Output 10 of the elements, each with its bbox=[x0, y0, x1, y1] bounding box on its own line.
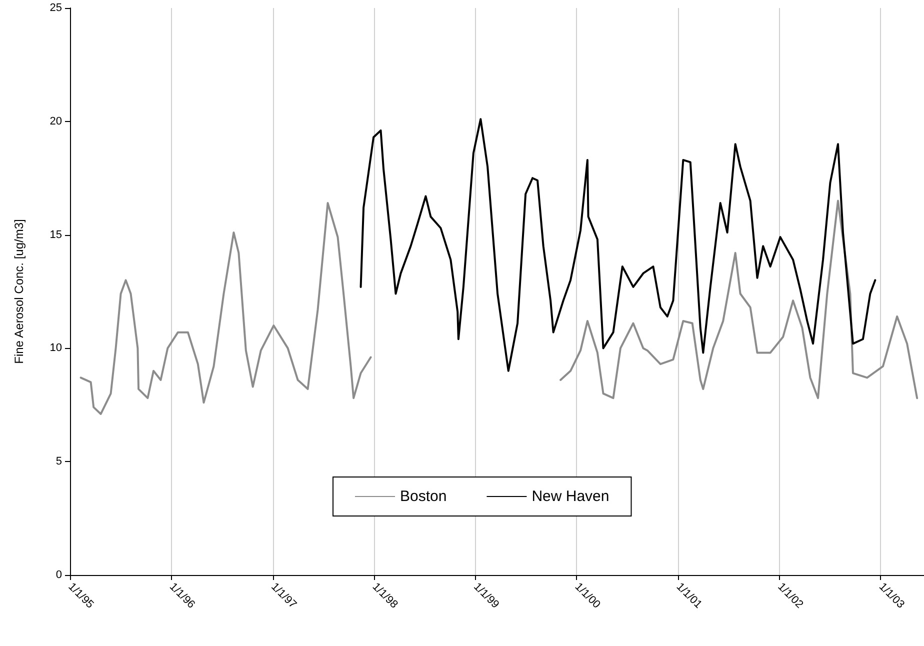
y-tick-label: 20 bbox=[50, 115, 62, 128]
y-tick-label: 0 bbox=[56, 569, 62, 581]
y-tick-label: 15 bbox=[50, 228, 62, 241]
legend-label: Boston bbox=[400, 488, 447, 505]
line-series bbox=[360, 118, 876, 372]
y-axis-title: Fine Aerosol Conc. [ug/m3] bbox=[12, 219, 26, 364]
y-tick-label: 5 bbox=[56, 456, 62, 468]
y-tick-label: 25 bbox=[50, 2, 62, 14]
y-tick-label: 10 bbox=[50, 342, 62, 354]
legend-label: New Haven bbox=[532, 488, 610, 505]
